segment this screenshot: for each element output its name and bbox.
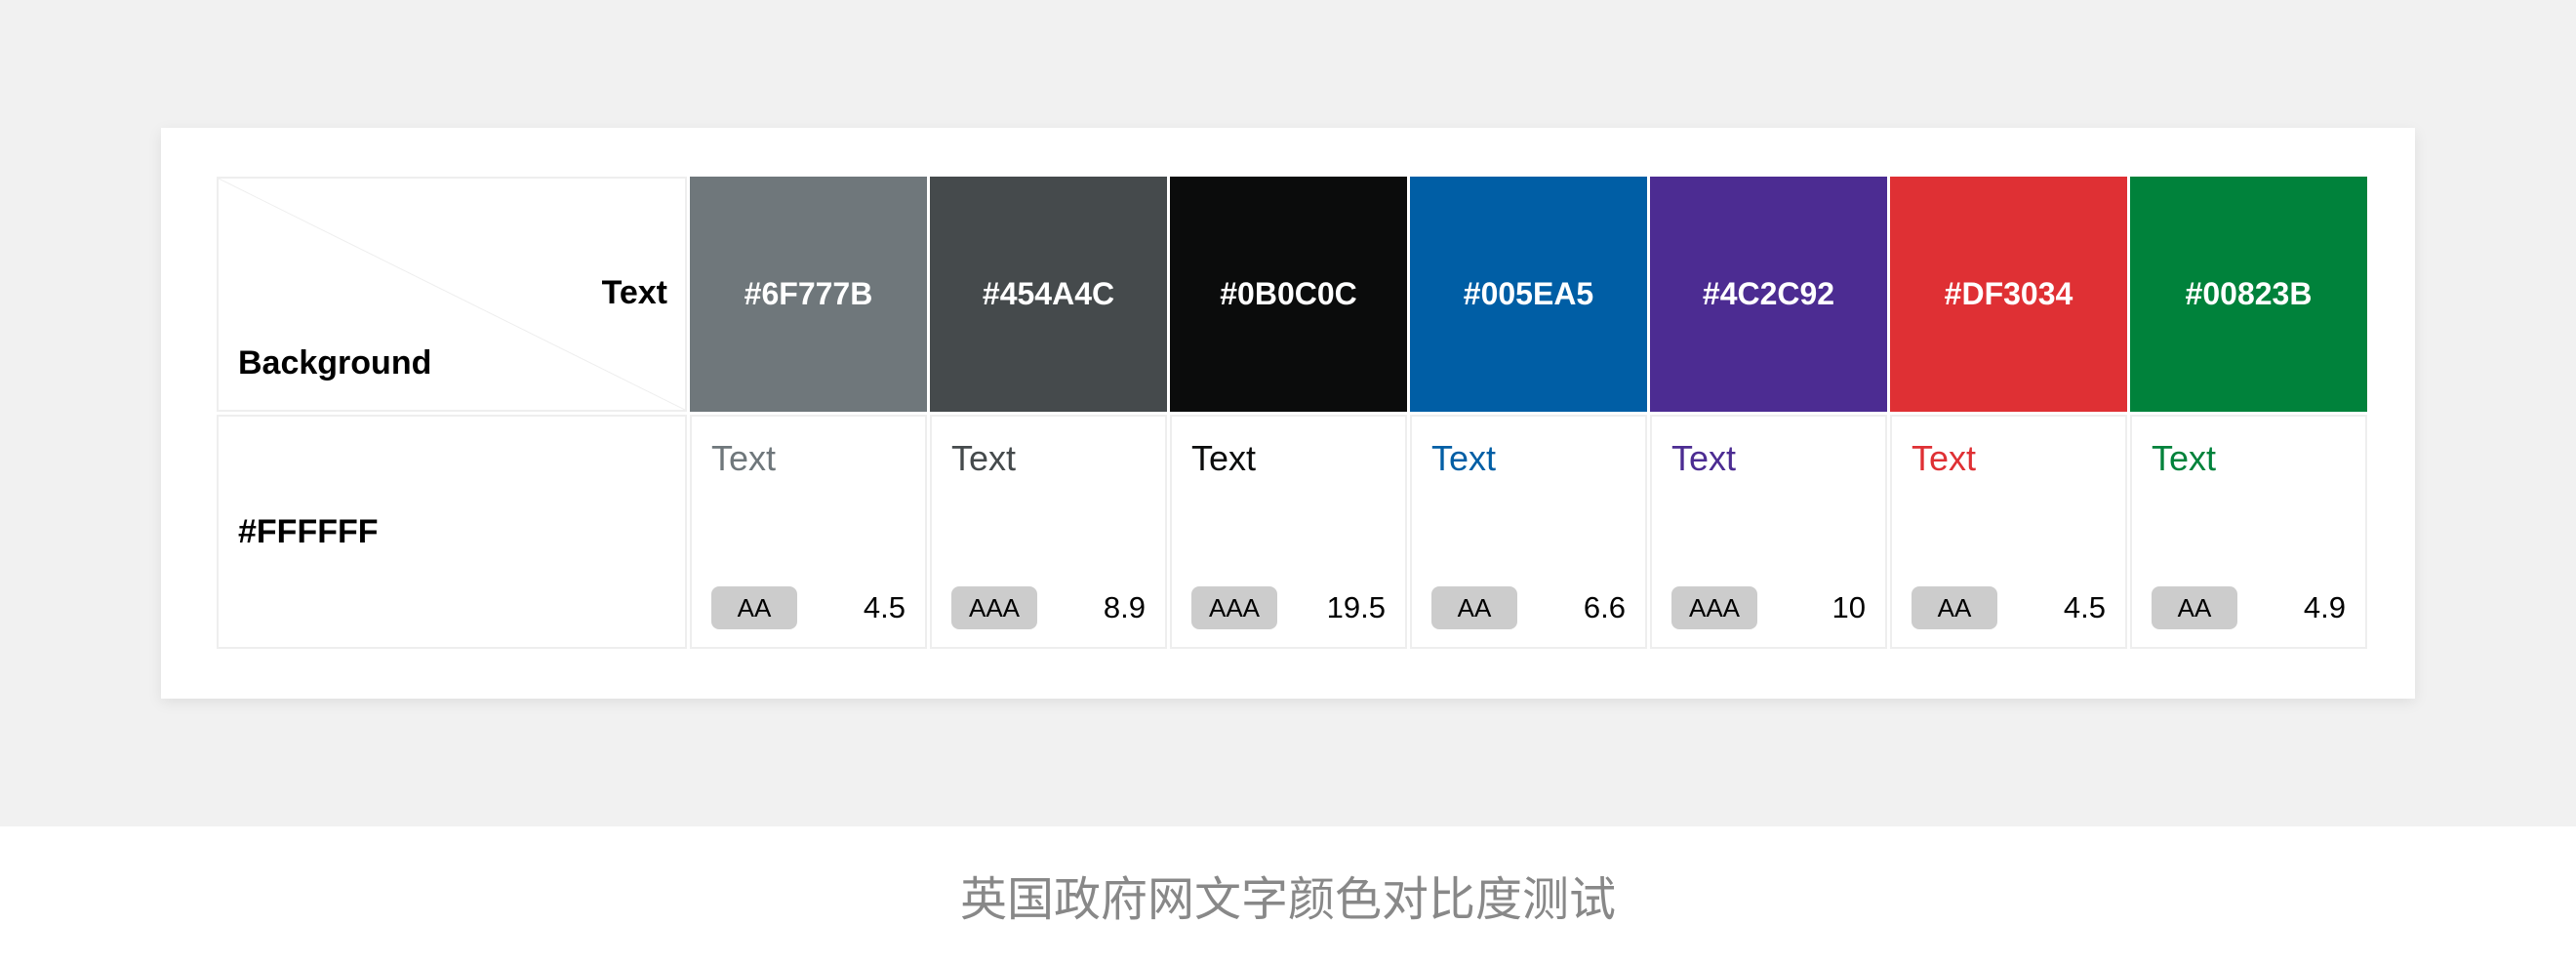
corner-header-cell: Text Background <box>217 177 687 412</box>
contrast-result-cell: Text AAA 8.9 <box>930 415 1167 649</box>
sample-text: Text <box>951 438 1017 478</box>
text-axis-label: Text <box>601 274 667 311</box>
color-header-cell: #DF3034 <box>1890 177 2127 412</box>
color-header-cell: #6F777B <box>690 177 927 412</box>
sample-text: Text <box>1912 438 1977 478</box>
wcag-level-badge: AA <box>1431 586 1517 629</box>
wcag-level-badge: AA <box>711 586 797 629</box>
contrast-result-cell: Text AA 4.5 <box>690 415 927 649</box>
contrast-result-cell: Text AA 6.6 <box>1410 415 1647 649</box>
color-header-cell: #005EA5 <box>1410 177 1647 412</box>
contrast-ratio: 6.6 <box>1583 590 1626 624</box>
diagonal-divider <box>219 179 685 410</box>
contrast-ratio: 19.5 <box>1326 590 1386 624</box>
contrast-ratio: 8.9 <box>1103 590 1146 624</box>
contrast-result-cell: Text AAA 10 <box>1650 415 1887 649</box>
caption: 英国政府网文字颜色对比度测试 <box>959 874 1616 926</box>
color-header-cell: #4C2C92 <box>1650 177 1887 412</box>
sample-text: Text <box>1191 438 1257 478</box>
contrast-result-cell: Text AA 4.9 <box>2130 415 2367 649</box>
wcag-level-badge: AAA <box>1671 586 1757 629</box>
wcag-level-badge: AAA <box>1191 586 1277 629</box>
contrast-table-card: Text Background #6F777B #454A4C #0B0C0C #00… <box>161 128 2415 699</box>
contrast-ratio: 10 <box>1831 590 1866 624</box>
color-header-cell: #0B0C0C <box>1170 177 1407 412</box>
sample-text: Text <box>711 438 777 478</box>
color-header-cell: #454A4C <box>930 177 1167 412</box>
wcag-level-badge: AAA <box>951 586 1037 629</box>
contrast-ratio: 4.5 <box>2063 590 2106 624</box>
sample-text: Text <box>1431 438 1497 478</box>
contrast-table: Text Background #6F777B #454A4C #0B0C0C #00… <box>217 177 2367 649</box>
wcag-level-badge: AA <box>2152 586 2237 629</box>
contrast-result-cell: Text AA 4.5 <box>1890 415 2127 649</box>
sample-text: Text <box>1671 438 1737 478</box>
wcag-level-badge: AA <box>1912 586 1997 629</box>
contrast-result-cell: Text AAA 19.5 <box>1170 415 1407 649</box>
contrast-ratio: 4.9 <box>2303 590 2346 624</box>
stage-background: Text Background #6F777B #454A4C #0B0C0C #00… <box>0 0 2576 826</box>
contrast-ratio: 4.5 <box>863 590 906 624</box>
background-row-header: #FFFFFF <box>217 415 687 649</box>
background-axis-label: Background <box>238 344 432 382</box>
sample-text: Text <box>2152 438 2217 478</box>
color-header-cell: #00823B <box>2130 177 2367 412</box>
